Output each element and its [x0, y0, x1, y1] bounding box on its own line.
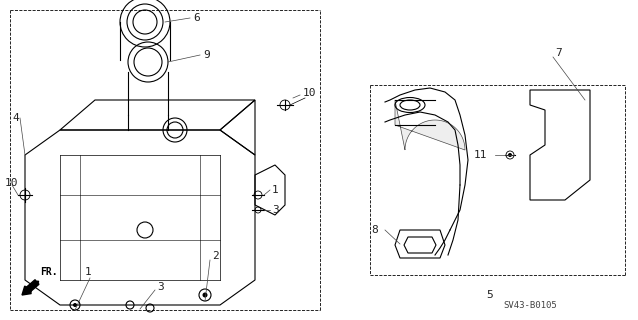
Text: 11: 11 [473, 150, 487, 160]
Text: 3: 3 [272, 205, 279, 215]
Text: 8: 8 [371, 225, 378, 235]
Text: 10: 10 [5, 178, 19, 188]
Text: 5: 5 [487, 290, 493, 300]
Text: FR.: FR. [40, 267, 57, 277]
Text: 2: 2 [212, 251, 219, 261]
Text: 3: 3 [157, 282, 164, 292]
Text: 10: 10 [303, 88, 316, 98]
Circle shape [202, 292, 207, 298]
Text: 7: 7 [555, 48, 561, 58]
Text: 1: 1 [85, 267, 91, 277]
Text: 1: 1 [272, 185, 279, 195]
Text: 4: 4 [12, 113, 19, 123]
Circle shape [508, 153, 512, 157]
FancyArrow shape [22, 280, 39, 295]
Polygon shape [395, 100, 465, 150]
Text: 9: 9 [203, 50, 210, 60]
Circle shape [73, 303, 77, 307]
Text: 6: 6 [193, 13, 200, 23]
Text: SV43-B0105: SV43-B0105 [503, 300, 557, 309]
